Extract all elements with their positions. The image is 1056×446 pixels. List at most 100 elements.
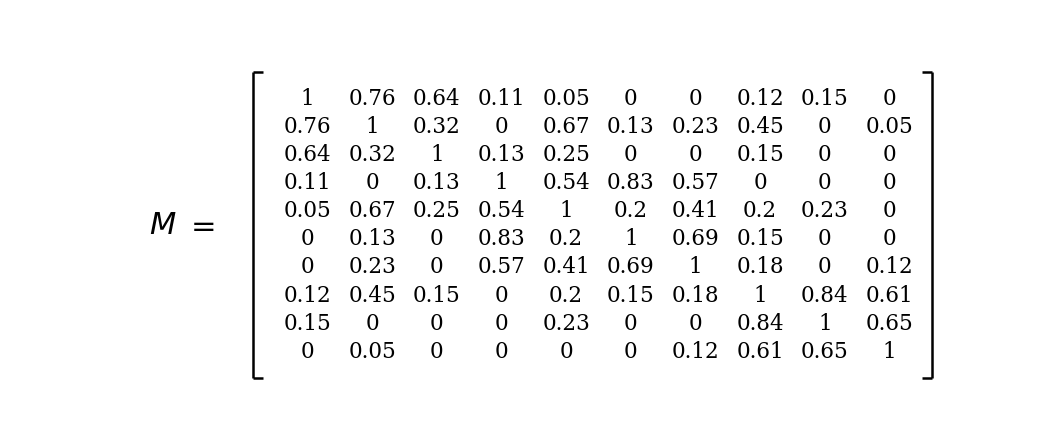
Text: 0.25: 0.25 — [413, 200, 460, 222]
Text: 0.83: 0.83 — [607, 172, 655, 194]
Text: 0.23: 0.23 — [672, 116, 719, 138]
Text: 0: 0 — [430, 256, 444, 278]
Text: 0: 0 — [494, 116, 508, 138]
Text: 0.84: 0.84 — [800, 285, 849, 307]
Text: $M$: $M$ — [149, 210, 176, 241]
Text: 1: 1 — [301, 87, 315, 110]
Text: 0: 0 — [689, 87, 702, 110]
Text: 0.13: 0.13 — [413, 172, 460, 194]
Text: 0.45: 0.45 — [736, 116, 784, 138]
Text: 0.05: 0.05 — [866, 116, 913, 138]
Text: 0: 0 — [818, 144, 831, 166]
Text: 0: 0 — [301, 228, 315, 250]
Text: 0.69: 0.69 — [607, 256, 655, 278]
Text: 1: 1 — [818, 313, 831, 335]
Text: 1: 1 — [494, 172, 508, 194]
Text: 0.45: 0.45 — [348, 285, 396, 307]
Text: 0: 0 — [883, 200, 897, 222]
Text: 0.61: 0.61 — [866, 285, 913, 307]
Text: 0.2: 0.2 — [549, 285, 583, 307]
Text: 0.18: 0.18 — [736, 256, 784, 278]
Text: 0.12: 0.12 — [672, 341, 719, 363]
Text: 0: 0 — [430, 341, 444, 363]
Text: 0.57: 0.57 — [672, 172, 719, 194]
Text: 0.05: 0.05 — [348, 341, 396, 363]
Text: 0.05: 0.05 — [284, 200, 332, 222]
Text: 1: 1 — [753, 285, 767, 307]
Text: 0: 0 — [883, 228, 897, 250]
Text: 0: 0 — [883, 172, 897, 194]
Text: 0: 0 — [494, 285, 508, 307]
Text: 0.61: 0.61 — [736, 341, 784, 363]
Text: 0: 0 — [624, 87, 638, 110]
Text: 0.2: 0.2 — [549, 228, 583, 250]
Text: 1: 1 — [365, 116, 379, 138]
Text: 0.32: 0.32 — [348, 144, 396, 166]
Text: 0: 0 — [818, 116, 831, 138]
Text: 0: 0 — [883, 87, 897, 110]
Text: 0: 0 — [624, 341, 638, 363]
Text: 0.25: 0.25 — [542, 144, 590, 166]
Text: 1: 1 — [689, 256, 702, 278]
Text: 0.41: 0.41 — [672, 200, 719, 222]
Text: 0: 0 — [624, 313, 638, 335]
Text: 0: 0 — [689, 313, 702, 335]
Text: 0.65: 0.65 — [866, 313, 913, 335]
Text: 0.83: 0.83 — [477, 228, 526, 250]
Text: 0.41: 0.41 — [543, 256, 590, 278]
Text: 0: 0 — [883, 144, 897, 166]
Text: 0: 0 — [365, 313, 379, 335]
Text: 0.69: 0.69 — [672, 228, 719, 250]
Text: 0.64: 0.64 — [413, 87, 460, 110]
Text: 0.2: 0.2 — [743, 200, 777, 222]
Text: 0.12: 0.12 — [866, 256, 913, 278]
Text: 0.15: 0.15 — [607, 285, 655, 307]
Text: 0: 0 — [624, 144, 638, 166]
Text: 1: 1 — [560, 200, 573, 222]
Text: 0.11: 0.11 — [477, 87, 525, 110]
Text: 0: 0 — [430, 313, 444, 335]
Text: 0: 0 — [494, 313, 508, 335]
Text: 0: 0 — [689, 144, 702, 166]
Text: 0.64: 0.64 — [284, 144, 332, 166]
Text: 0.23: 0.23 — [542, 313, 590, 335]
Text: 0.13: 0.13 — [607, 116, 655, 138]
Text: 0.15: 0.15 — [736, 228, 784, 250]
Text: 0: 0 — [365, 172, 379, 194]
Text: 0: 0 — [560, 341, 573, 363]
Text: 0.15: 0.15 — [413, 285, 460, 307]
Text: 0: 0 — [301, 256, 315, 278]
Text: 0.67: 0.67 — [348, 200, 396, 222]
Text: 0.2: 0.2 — [614, 200, 648, 222]
Text: 1: 1 — [624, 228, 638, 250]
Text: 0: 0 — [818, 228, 831, 250]
Text: 0.76: 0.76 — [284, 116, 332, 138]
Text: 0.12: 0.12 — [284, 285, 332, 307]
Text: 0.32: 0.32 — [413, 116, 460, 138]
Text: 0.57: 0.57 — [477, 256, 526, 278]
Text: 0.13: 0.13 — [348, 228, 396, 250]
Text: 0.23: 0.23 — [348, 256, 396, 278]
Text: 0.67: 0.67 — [543, 116, 590, 138]
Text: 1: 1 — [430, 144, 444, 166]
Text: 0.12: 0.12 — [736, 87, 784, 110]
Text: 0: 0 — [753, 172, 767, 194]
Text: 0: 0 — [818, 256, 831, 278]
Text: 0.54: 0.54 — [477, 200, 526, 222]
Text: 0: 0 — [301, 341, 315, 363]
Text: 0.18: 0.18 — [672, 285, 719, 307]
Text: 0: 0 — [818, 172, 831, 194]
Text: 0.76: 0.76 — [348, 87, 396, 110]
Text: 1: 1 — [883, 341, 897, 363]
Text: $=$: $=$ — [185, 210, 215, 241]
Text: 0.15: 0.15 — [800, 87, 849, 110]
Text: 0.13: 0.13 — [477, 144, 526, 166]
Text: 0.54: 0.54 — [543, 172, 590, 194]
Text: 0.05: 0.05 — [543, 87, 590, 110]
Text: 0.15: 0.15 — [284, 313, 332, 335]
Text: 0.15: 0.15 — [736, 144, 784, 166]
Text: 0: 0 — [494, 341, 508, 363]
Text: 0.11: 0.11 — [284, 172, 332, 194]
Text: 0.84: 0.84 — [736, 313, 784, 335]
Text: 0.23: 0.23 — [800, 200, 849, 222]
